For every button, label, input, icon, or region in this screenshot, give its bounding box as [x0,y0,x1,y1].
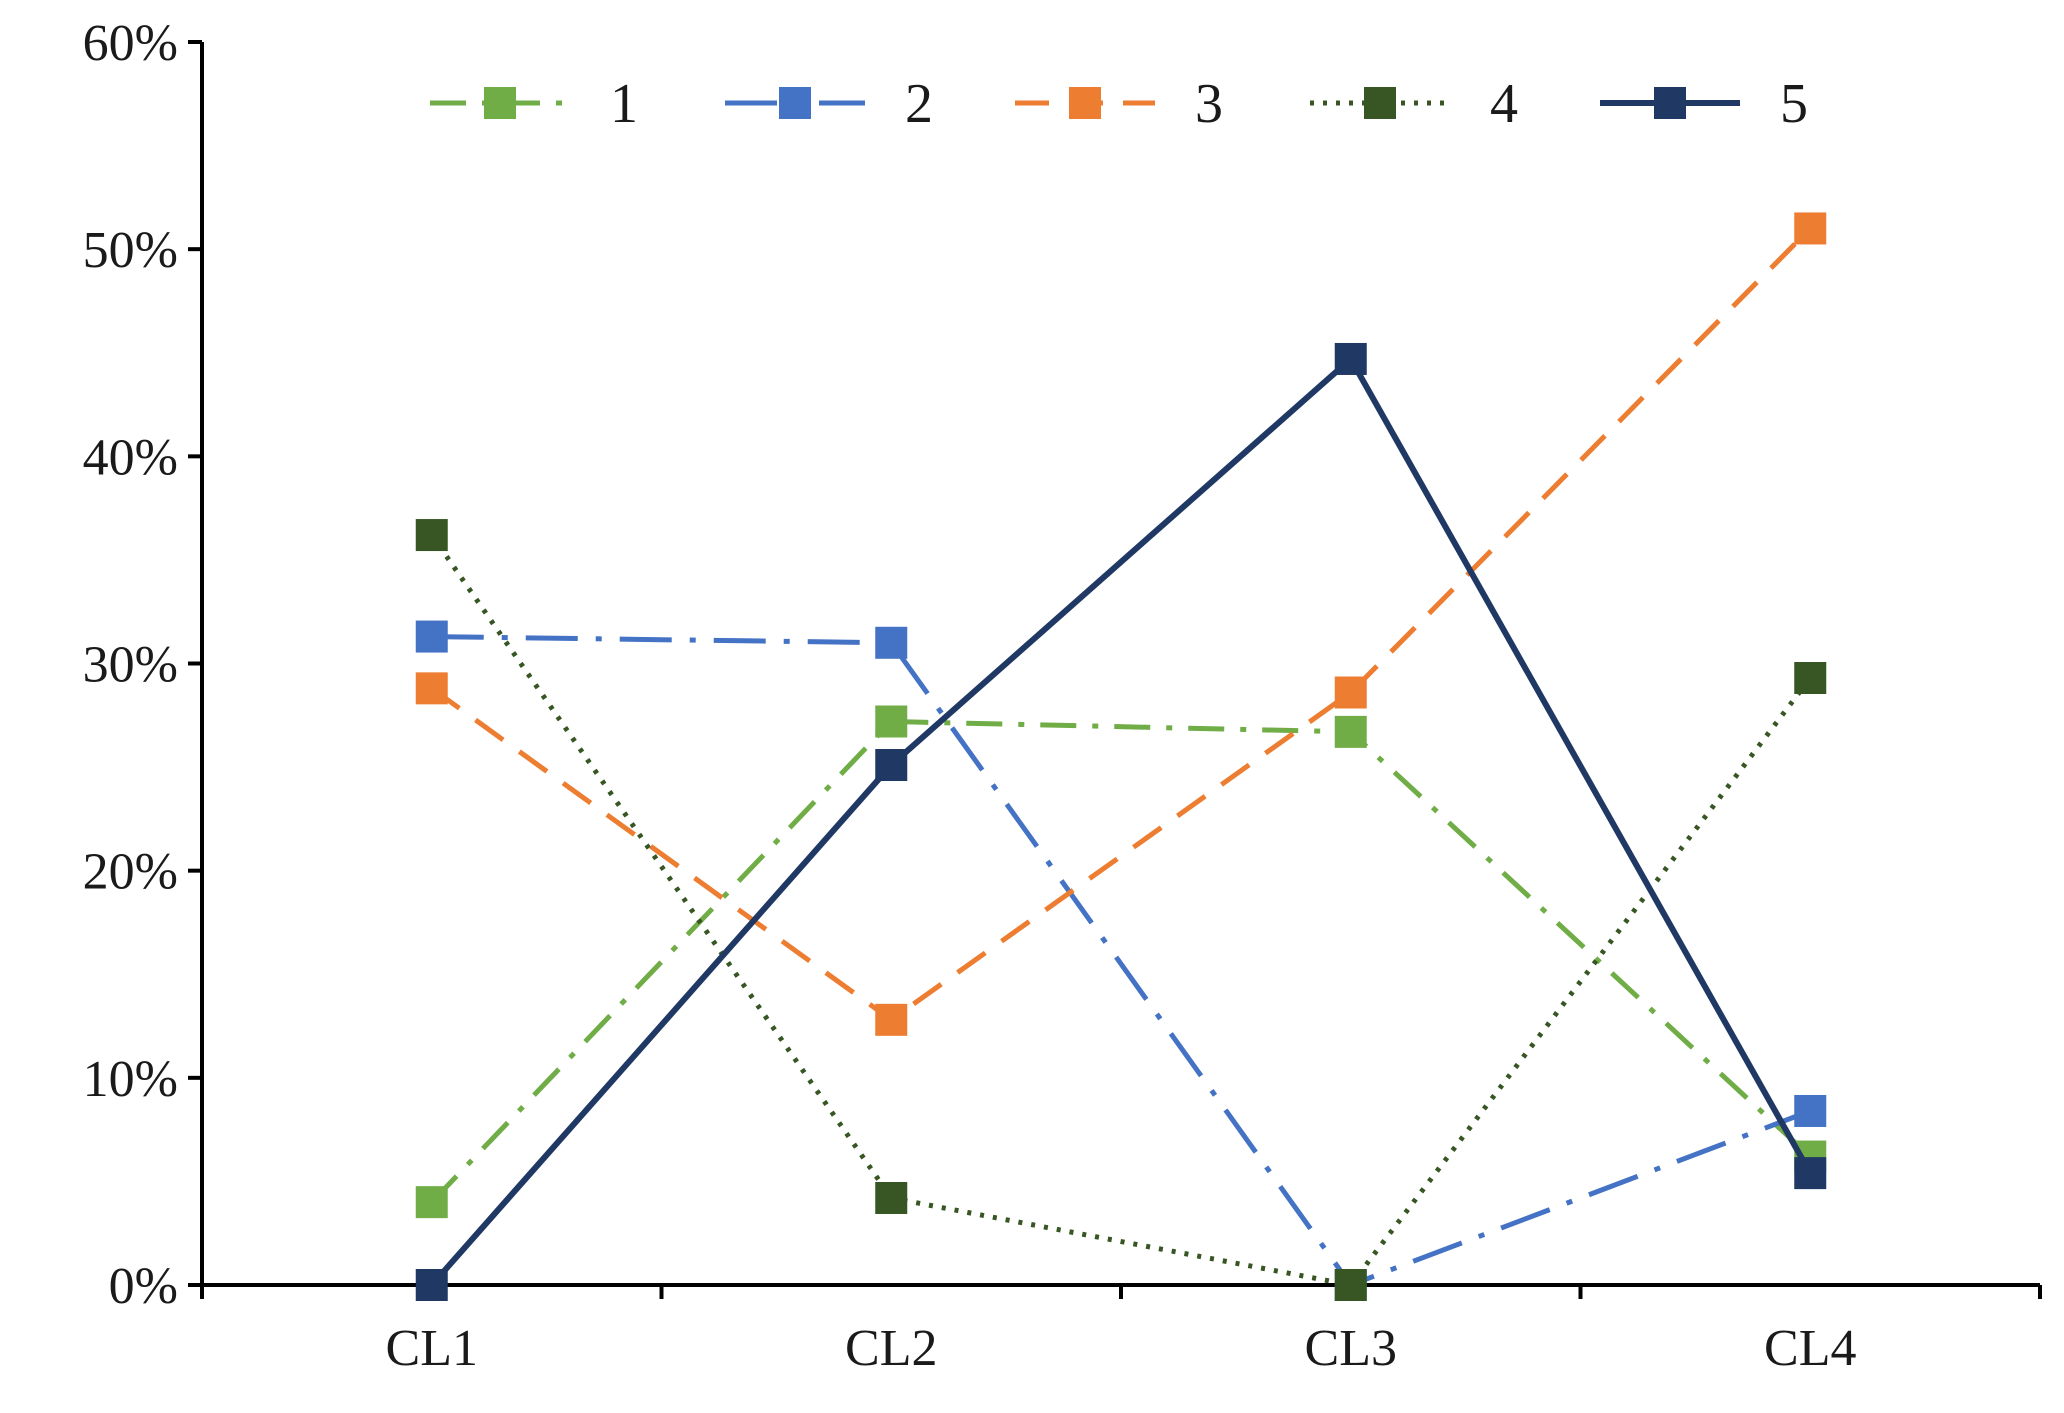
series-5 [415,342,1827,1301]
y-tick-label: 60% [83,15,178,72]
legend-marker-swatch [1069,87,1101,119]
legend-label: 1 [610,73,638,135]
data-point [875,749,908,782]
data-point [1334,676,1367,709]
legend-marker-swatch [779,87,811,119]
x-tick-label: CL1 [386,1320,478,1377]
legend: 1 2 3 4 5 [430,73,1808,135]
x-tick-label: CL3 [1305,1320,1397,1377]
legend-item-5: 5 [1600,73,1808,135]
y-tick-label: 10% [83,1051,178,1108]
y-tick-label: 0% [109,1258,178,1315]
y-tick-label: 20% [83,844,178,901]
data-point [1794,1157,1827,1190]
data-point [875,705,908,738]
x-axis: CL1 CL2 CL3 CL4 [200,1283,2042,1377]
x-tick-label: CL2 [845,1320,937,1377]
series-4 [415,519,1827,1301]
data-point [415,519,448,552]
legend-marker-swatch [1654,87,1686,119]
data-point [415,1186,448,1219]
legend-item-4: 4 [1310,73,1518,135]
data-point [1794,662,1827,695]
legend-label: 2 [905,73,933,135]
data-point [1334,715,1367,748]
series-2 [415,620,1827,1301]
data-point [1794,1094,1827,1127]
legend-label: 5 [1780,73,1808,135]
series-line-1 [429,719,1812,1204]
legend-marker-swatch [484,87,516,119]
x-tick-label: CL4 [1764,1320,1856,1377]
data-point [415,620,448,653]
data-point [1334,1269,1367,1301]
series-3 [415,212,1827,1036]
y-tick-label: 30% [83,637,178,694]
legend-marker-swatch [1364,87,1396,119]
data-point [415,1269,448,1301]
plot-series [415,212,1827,1301]
legend-item-2: 2 [725,73,933,135]
legend-item-1: 1 [430,73,638,135]
data-point [875,1003,908,1036]
series-line-4 [429,533,1813,1288]
y-axis: 0% 10% 20% 30% 40% 50% 60% [83,15,204,1315]
y-tick-label: 40% [83,429,178,486]
data-point [1794,212,1827,245]
data-point [1334,342,1367,375]
data-point [875,626,908,659]
legend-label: 4 [1490,73,1518,135]
series-line-3 [430,226,1813,1023]
series-line-5 [429,355,1813,1287]
data-point [415,672,448,705]
legend-item-3: 3 [1015,73,1223,135]
series-line-2 [431,634,1812,1288]
y-tick-label: 50% [83,222,178,279]
legend-label: 3 [1195,73,1223,135]
data-point [875,1181,908,1214]
